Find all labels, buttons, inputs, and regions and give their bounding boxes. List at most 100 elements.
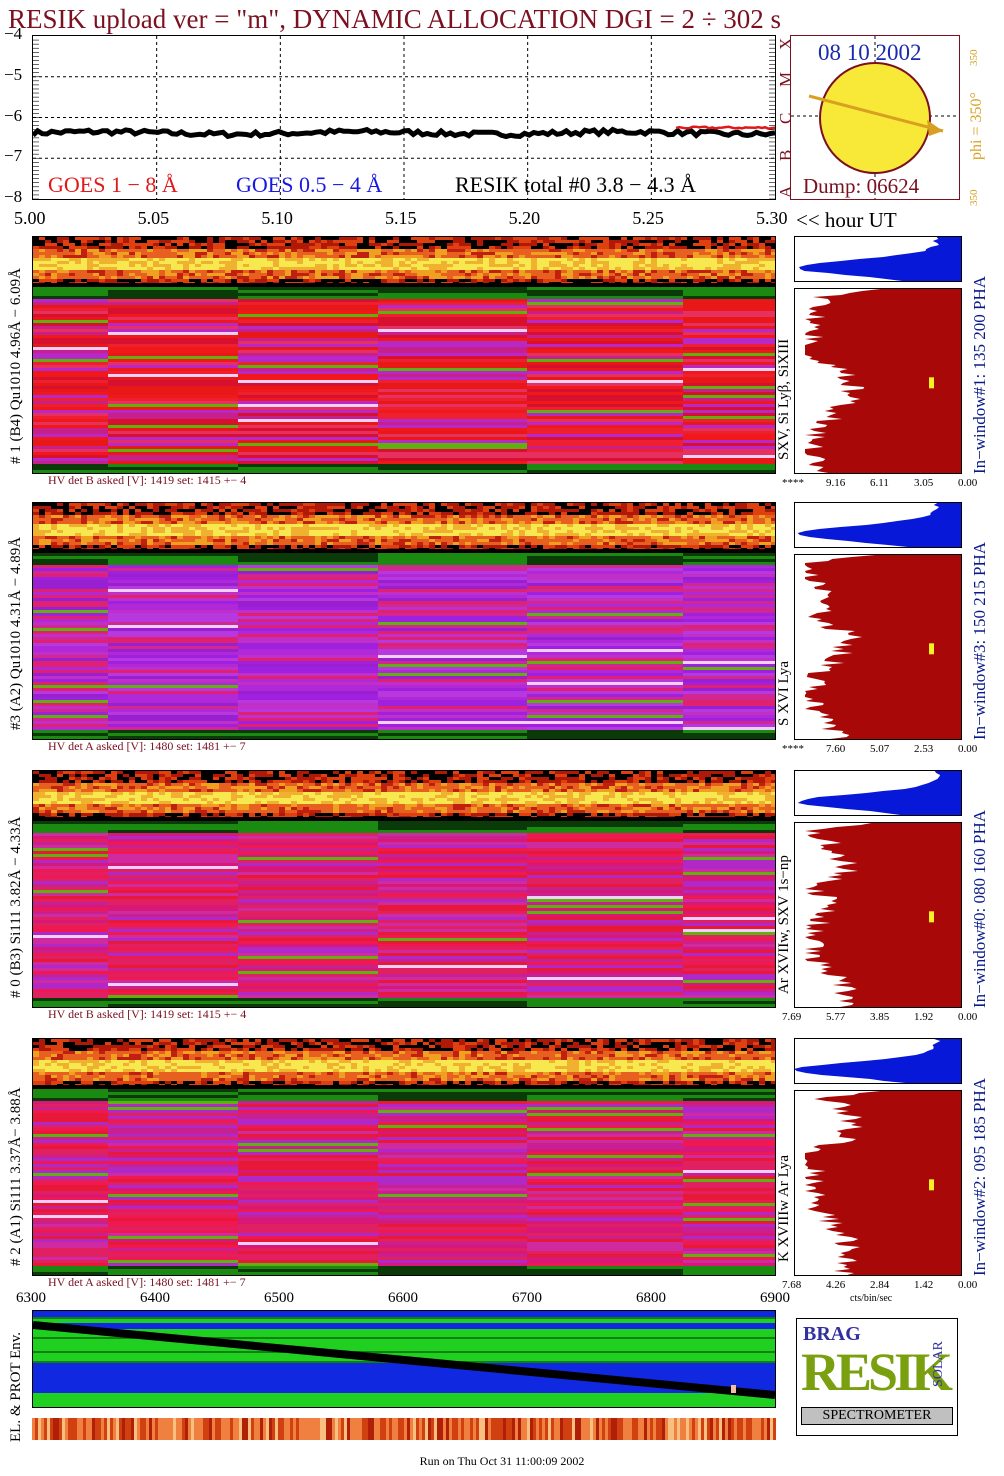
goes-x-tick: 5.15 — [385, 208, 417, 228]
sun-date: 08 10 2002 — [818, 40, 922, 65]
env-plot — [33, 1311, 775, 1407]
spectrum-axis-tick: **** — [782, 477, 804, 489]
spectrum-axis-tick: **** — [782, 743, 804, 755]
spectrum-axis-tick: 3.85 — [870, 1011, 890, 1023]
env-x-tick: 6600 — [388, 1290, 418, 1306]
spectrum-panel — [32, 502, 776, 740]
goes-y-tick: −6 — [4, 105, 23, 125]
spectrum-axis-tick: 4.26 — [826, 1279, 846, 1291]
spectrum-left-label: # 1 (B4) Qu1010 4.96Å − 6.09Å — [8, 268, 24, 464]
spectrum-axis-tick: 5.07 — [870, 743, 890, 755]
page-title: RESIK upload ver = "m", DYNAMIC ALLOCATI… — [8, 4, 782, 34]
pha-histogram-plot — [799, 237, 961, 281]
spectrum-profile — [794, 822, 962, 1008]
goes-lightcurve-plot — [33, 36, 775, 199]
spectrum-axis-tick: 0.00 — [958, 477, 978, 489]
env-panel — [32, 1310, 776, 1408]
hv-status: HV det A asked [V]: 1480 set: 1481 +− 7 — [48, 1275, 246, 1289]
spectrum-profile-plot — [805, 823, 961, 1007]
spectrum-marker — [929, 643, 934, 655]
goes-x-tick: 5.30 — [756, 208, 788, 228]
spectrum-line-label: S XVI Lya — [776, 661, 792, 726]
footer-run-date: Run on Thu Oct 31 11:00:09 2002 — [419, 1454, 585, 1468]
goes-x-tick: 5.05 — [137, 208, 170, 228]
goes-x-tick: 5.00 — [14, 208, 46, 228]
spectrum-heatmap — [33, 237, 775, 473]
env-x-tick: 6800 — [636, 1290, 666, 1306]
pha-histogram — [794, 770, 962, 816]
spectrum-line-label: Ar XVIIw, SXV 1s−np — [776, 855, 792, 994]
sun-disk — [819, 62, 931, 174]
pha-histogram-area — [795, 1039, 961, 1083]
pha-histogram-plot — [795, 1039, 961, 1083]
hv-status: HV det B asked [V]: 1419 set: 1415 +− 4 — [48, 1007, 247, 1021]
spectrum-panel — [32, 236, 776, 474]
hv-status: HV det A asked [V]: 1480 set: 1481 +− 7 — [48, 739, 246, 753]
phi-label: phi = 350° — [968, 92, 985, 160]
spectrum-axis-tick: 7.60 — [826, 743, 846, 755]
legend-resik-total: RESIK total #0 3.8 − 4.3 Å — [455, 172, 696, 197]
spectrum-marker — [929, 1179, 934, 1191]
env-x-tick: 6300 — [16, 1290, 46, 1306]
spectrum-left-label: # 2 (A1) Si111 3.37Å− 3.88Å — [8, 1087, 24, 1266]
spectrum-profile-plot — [805, 289, 961, 473]
spectrum-profile-plot — [805, 555, 961, 739]
goes-grid — [33, 36, 775, 199]
goes-y-tick: −7 — [4, 146, 23, 166]
resik-logo: BRAG RESIK SOLAR SPECTROMETER — [796, 1318, 958, 1436]
spectrum-profile-area — [805, 289, 961, 473]
spectrum-axis-tick: 6.11 — [870, 477, 889, 489]
logo-letters: RESIK — [801, 1342, 953, 1402]
spectrum-marker — [929, 377, 934, 389]
env-x-tick: 6900 — [760, 1290, 790, 1306]
pha-histogram — [794, 1038, 962, 1084]
spectrum-left-label: # 0 (B3) Si111 3.82Å − 4.33Å — [8, 816, 24, 998]
goes-x-tick: 5.25 — [632, 208, 664, 228]
spectrum-axis-tick: 0.00 — [958, 1011, 978, 1023]
logo-small-right: SOLAR — [931, 1341, 946, 1387]
spectrum-line-label: K XVIIIw Ar Lya — [776, 1154, 792, 1262]
spectrum-window-label: In−window#3: 150 215 PHA — [970, 541, 989, 740]
spectrum-profile — [794, 554, 962, 740]
goes-y-tick: −5 — [4, 64, 23, 84]
series-resik-total — [33, 126, 775, 140]
env-left-label: EL. & PROT Env. — [8, 1331, 24, 1442]
spectrum-axis-tick: 7.68 — [782, 1279, 802, 1291]
spectrum-axis-unit: cts/bin/sec — [850, 1293, 893, 1304]
pha-histogram-area — [797, 771, 961, 815]
pha-histogram-plot — [797, 771, 961, 815]
spectrum-left-label: #3 (A2) Qu1010 4.31Å − 4.89Å — [8, 536, 24, 730]
spectrum-heatmap — [33, 503, 775, 739]
spectrum-profile-area — [805, 823, 961, 1007]
pha-histogram — [794, 236, 962, 282]
legend-goes-1-8: GOES 1 − 8 Å — [48, 172, 178, 197]
env-x-tick: 6700 — [512, 1290, 542, 1306]
spectrum-axis-tick: 9.16 — [826, 477, 846, 489]
sun-disk-plot — [791, 36, 959, 199]
x-unit-label: << hour UT — [796, 208, 897, 232]
env-x-tick: 6400 — [140, 1290, 170, 1306]
env-trend-line — [33, 1321, 775, 1399]
pha-histogram-area — [799, 237, 961, 281]
spectrum-axis-tick: 2.84 — [870, 1279, 890, 1291]
env-x-tick: 6500 — [264, 1290, 294, 1306]
env-strip-plot — [32, 1418, 776, 1440]
spectrum-heatmap — [33, 1039, 775, 1275]
spectrum-window-label: In−window#0: 080 160 PHA — [970, 809, 989, 1008]
goes-y-tick: −4 — [4, 24, 23, 43]
env-heat-strip — [32, 1418, 776, 1440]
spectrum-axis-tick: 5.77 — [826, 1011, 846, 1023]
spectrum-profile-plot — [805, 1091, 961, 1275]
logo-banner: SPECTROMETER — [801, 1407, 953, 1425]
goes-y-tick: −8 — [4, 187, 23, 206]
spectrum-heatmap — [33, 771, 775, 1007]
side-bottom-label: 350 — [968, 189, 980, 207]
spectrum-panel — [32, 1038, 776, 1276]
spectrum-axis-tick: 0.00 — [958, 743, 978, 755]
spectrum-profile — [794, 288, 962, 474]
dump-label: Dump: 06624 — [803, 174, 920, 198]
goes-x-tick: 5.20 — [508, 208, 541, 228]
spectrum-axis-tick: 3.05 — [914, 477, 934, 489]
logo-small-left: BRAG — [803, 1323, 861, 1345]
goes-lightcurve-panel — [32, 35, 776, 200]
